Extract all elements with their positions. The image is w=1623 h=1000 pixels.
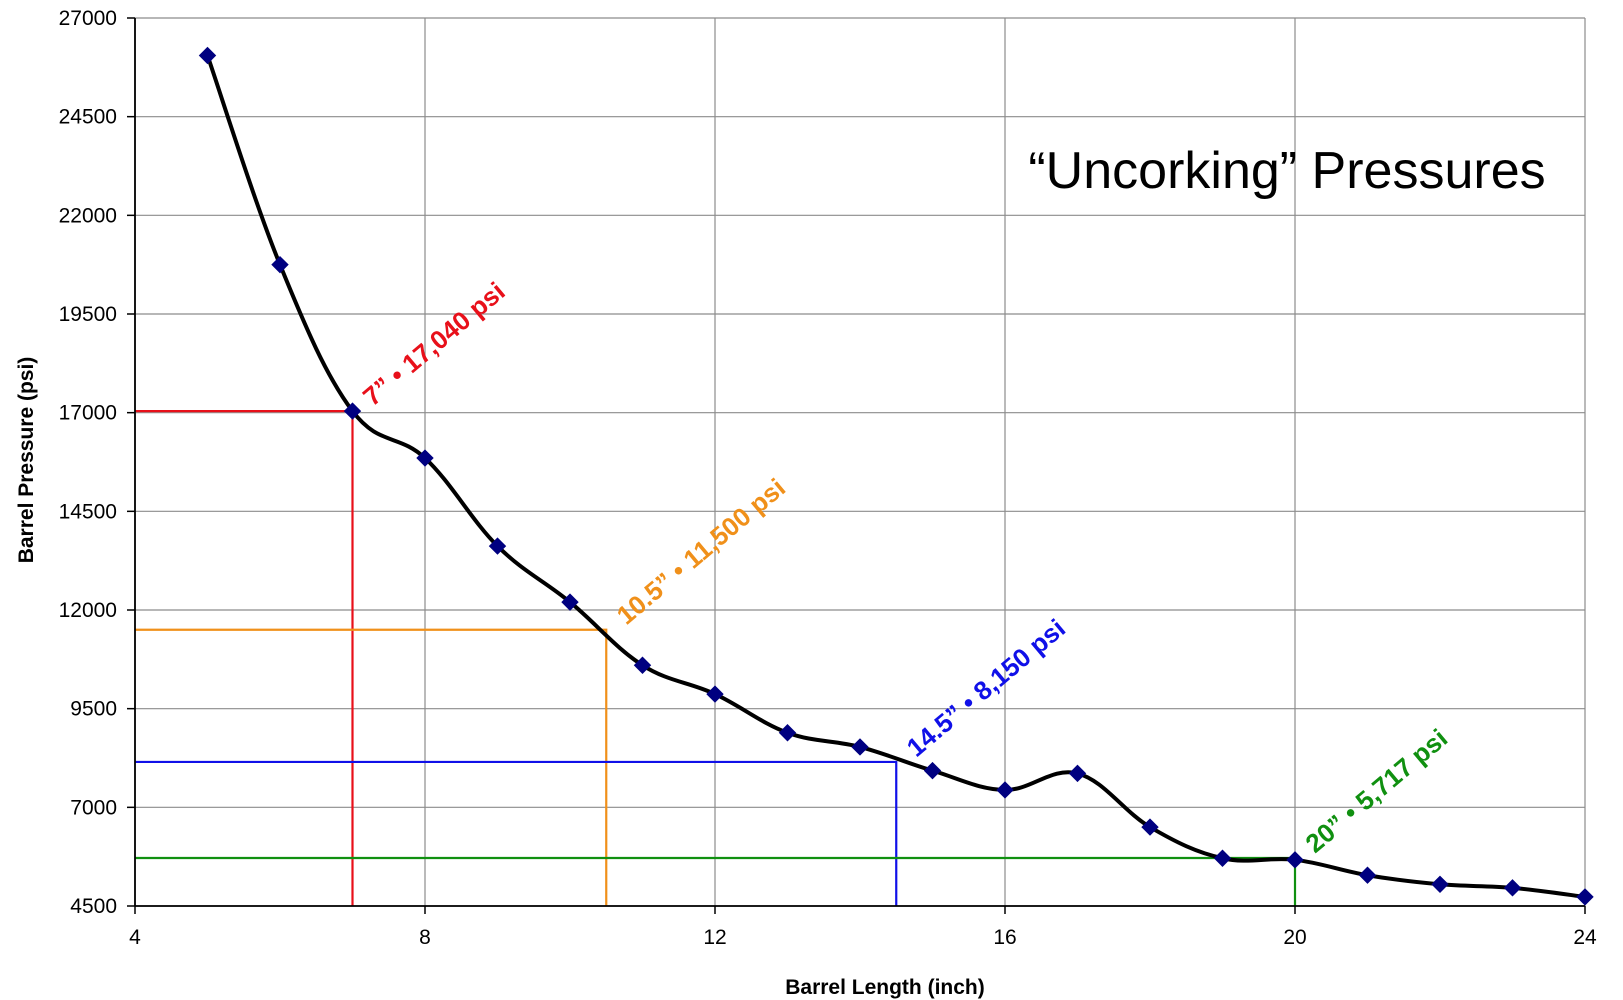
x-axis-title: Barrel Length (inch)	[785, 976, 985, 999]
annotation-label: 7” • 17,040 psi	[357, 276, 511, 412]
reference-line	[135, 628, 608, 906]
reference-line	[135, 760, 898, 906]
axes: 4500 7000 9500 12000 14500 17000 19500 22000 245…	[59, 7, 1597, 949]
data-point	[778, 724, 797, 742]
y-tick-label: 12000	[59, 599, 117, 622]
data-point	[1141, 818, 1159, 836]
series-path	[205, 54, 1586, 899]
annotation-label: 20” • 5,717 psi	[1300, 723, 1454, 859]
data-point	[271, 255, 289, 274]
series-line	[205, 54, 1586, 899]
y-axis-title: Barrel Pressure (psi)	[15, 357, 38, 564]
y-tick-label: 24500	[59, 106, 117, 129]
data-point	[488, 537, 507, 555]
y-tick-label: 17000	[59, 402, 117, 425]
y-tick-label: 27000	[59, 7, 117, 30]
data-point	[343, 402, 362, 420]
data-point	[1576, 888, 1594, 906]
data-point	[1286, 851, 1304, 869]
data-point	[996, 781, 1014, 799]
annotation-label: 10.5” • 11,500 psi	[611, 472, 791, 630]
data-point	[1503, 879, 1522, 897]
data-point	[923, 761, 942, 780]
x-tick-label: 4	[129, 926, 141, 949]
data-markers	[198, 46, 1594, 906]
data-point	[561, 593, 579, 611]
x-tick-label: 12	[703, 926, 726, 949]
annotation-label: 14.5” • 8,150 psi	[901, 613, 1071, 763]
x-tick-label: 24	[1573, 926, 1597, 949]
y-tick-label: 9500	[70, 698, 117, 721]
data-point	[851, 738, 869, 756]
x-tick-label: 16	[993, 926, 1016, 949]
data-point	[1431, 875, 1449, 894]
data-point	[706, 685, 724, 703]
y-tick-label: 19500	[59, 303, 117, 326]
data-point	[1068, 764, 1087, 783]
y-tick-label: 22000	[59, 204, 117, 227]
reference-line	[135, 409, 354, 906]
chart-title: “Uncorking” Pressures	[1028, 142, 1545, 200]
y-tick-label: 4500	[70, 895, 117, 918]
y-tick-label: 7000	[70, 796, 117, 819]
data-point	[416, 449, 434, 467]
y-tick-label: 14500	[59, 500, 117, 523]
data-point	[1358, 866, 1377, 884]
x-tick-label: 8	[419, 926, 431, 949]
data-point	[1213, 849, 1232, 867]
data-point	[198, 46, 217, 65]
x-tick-label: 20	[1283, 926, 1306, 949]
data-point	[633, 656, 652, 674]
